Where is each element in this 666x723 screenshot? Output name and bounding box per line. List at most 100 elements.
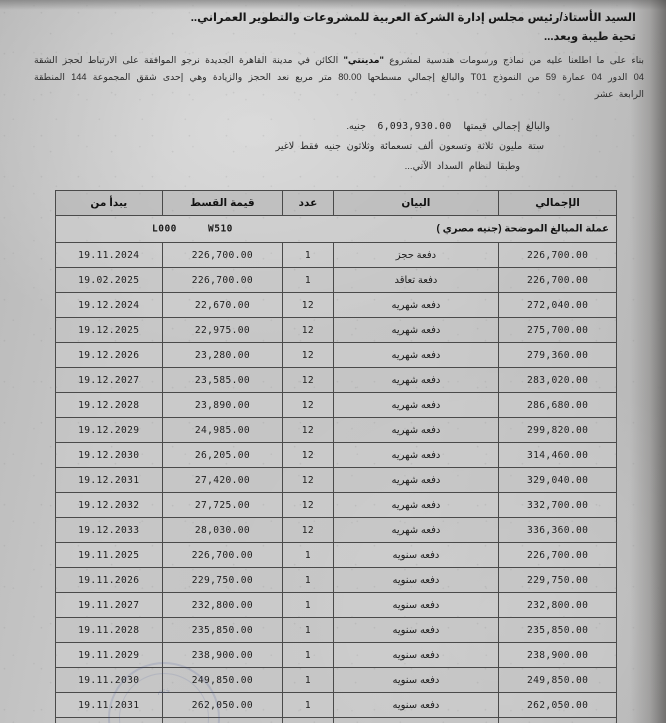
cell-count: 1 xyxy=(282,642,334,669)
cell-start-date: 19.12.2033 xyxy=(55,517,163,544)
cell-installment: 226,700.00 xyxy=(161,542,284,569)
cell-total: 226,700.00 xyxy=(498,267,617,294)
cell-total: 279,360.00 xyxy=(498,342,617,369)
amount-in-words: ستة مليون ثلاثة وتسعون ألف تسعمائة وثلاث… xyxy=(275,141,544,153)
cell-count: 12 xyxy=(282,442,334,469)
table-row: 19.12.2030 26,205.00 12 دفعه شهريه 314,460.0… xyxy=(55,442,617,469)
cell-count: 12 xyxy=(282,367,334,394)
payment-schedule-table: عملة المبالغ الموضحة (جنيه مصري ) W510 L… xyxy=(55,190,617,723)
letter-body-paragraph: بناء على ما اطلعنا عليه من نماذج ورسومات… xyxy=(0,43,666,104)
cell-description: دفعه سنويه xyxy=(332,567,500,594)
body-text-2b: الدور xyxy=(608,72,628,82)
cell-total: 336,360.00 xyxy=(498,517,617,544)
cell-start-date: 19.11.2026 xyxy=(55,567,163,594)
group-number: 144 xyxy=(71,72,87,82)
cell-description: دفعه سنويه xyxy=(332,542,500,569)
cell-total: 299,820.00 xyxy=(498,417,617,444)
table-row: 19.11.2025 226,700.00 1 دفعه سنويه 226,700.0… xyxy=(55,542,617,569)
column-header-count: عدد xyxy=(282,190,334,217)
table-row: 19.11.2028 235,850.00 1 دفعه سنويه 235,850.0… xyxy=(55,617,617,644)
table-row: 19.12.2033 28,030.00 12 دفعه شهريه 336,360.0… xyxy=(55,517,617,544)
cell-start-date: 19.12.2031 xyxy=(55,467,163,494)
cell-total: 238,900.00 xyxy=(498,642,617,669)
table-row: 19.12.2031 27,420.00 12 دفعه شهريه 329,040.0… xyxy=(55,467,617,494)
cell-total: 286,680.00 xyxy=(498,392,617,419)
table-row: 19.11.2027 232,800.00 1 دفعه سنويه 232,800.0… xyxy=(55,592,617,619)
table-row: 19.11.2030 249,850.00 1 دفعه سنويه 249,850.0… xyxy=(55,667,617,694)
building-number: 59 xyxy=(545,72,557,82)
table-row: 19.11.2031 262,050.00 1 دفعه سنويه 262,050.0… xyxy=(55,692,617,719)
floor-number: 04 xyxy=(591,72,602,82)
cell-description: دفعه سنويه xyxy=(332,717,500,723)
cell-total: 235,850.00 xyxy=(498,617,617,644)
table-row: 19.11.2026 229,750.00 1 دفعه سنويه 229,750.0… xyxy=(55,567,617,594)
body-text-2a: نرجو الموافقة على الارتباط لحجز الشقة xyxy=(34,54,200,65)
body-text-2d: من النموذج xyxy=(492,72,540,82)
cell-start-date: 19.12.2028 xyxy=(55,392,163,419)
cell-total: 262,050.00 xyxy=(498,692,617,719)
cell-description: دفعه شهريه xyxy=(332,467,500,494)
cell-installment: 27,420.00 xyxy=(161,467,284,494)
cell-count: 12 xyxy=(282,467,334,494)
table-row: 19.11.2024 226,700.00 1 دفعة حجز 226,700.00 xyxy=(55,242,617,269)
cell-start-date: 19.12.2029 xyxy=(55,417,163,444)
cell-installment: 22,670.00 xyxy=(161,292,284,319)
cell-count: 12 xyxy=(282,292,334,319)
cell-count: 12 xyxy=(282,317,334,344)
table-row: 19.12.2028 23,890.00 12 دفعه شهريه 286,680.0… xyxy=(55,392,617,419)
total-amount-value: 6,093,930.00 xyxy=(377,121,452,133)
cell-total: 232,800.00 xyxy=(498,592,617,619)
table-row: 19.12.2024 22,670.00 12 دفعه شهريه 272,040.0… xyxy=(55,292,617,319)
cell-installment: 23,280.00 xyxy=(161,342,284,369)
cell-start-date: 19.12.2026 xyxy=(55,342,163,369)
body-text-2c: عمارة xyxy=(562,72,586,82)
total-currency: جنيه. xyxy=(346,121,366,133)
cell-installment: 23,585.00 xyxy=(161,367,284,394)
cell-count: 12 xyxy=(282,417,334,444)
cell-installment: 226,700.00 xyxy=(161,267,284,294)
body-text-2e: والبالغ إجمالي مسطحها xyxy=(367,72,465,82)
cell-count: 1 xyxy=(282,667,334,694)
area-value: 80.00 xyxy=(338,72,362,82)
cell-total: 229,750.00 xyxy=(498,567,617,594)
cell-count: 1 xyxy=(282,617,334,644)
cell-description: دفعه شهريه xyxy=(332,392,500,419)
cell-start-date: 19.11.2027 xyxy=(55,592,163,619)
cell-count: 12 xyxy=(282,517,334,544)
cell-installment: 274,200.00 xyxy=(161,717,284,723)
project-name: "مدينتي" xyxy=(343,54,384,65)
cell-start-date: 19.11.2024 xyxy=(55,242,163,269)
addressee-line: السيد الأستاذ/رئيس مجلس إدارة الشركة الع… xyxy=(190,12,636,24)
payment-schedule-table-wrapper: عملة المبالغ الموضحة (جنيه مصري ) W510 L… xyxy=(55,190,617,723)
table-row: 19.12.2025 22,975.00 12 دفعه شهريه 275,700.0… xyxy=(55,317,617,344)
cell-description: دفعه شهريه xyxy=(332,367,500,394)
cell-count: 1 xyxy=(282,592,334,619)
cell-start-date: 19.12.2030 xyxy=(55,442,163,469)
table-row: 19.12.2032 27,725.00 12 دفعه شهريه 332,700.0… xyxy=(55,492,617,519)
cell-start-date: 19.11.2032 xyxy=(55,717,163,723)
cell-count: 12 xyxy=(282,342,334,369)
cell-start-date: 19.12.2032 xyxy=(55,492,163,519)
body-text-3a: متر مربع نعد الحجز والزيادة وهي إحدى شقق… xyxy=(92,72,333,82)
apartment-number: 04 xyxy=(633,72,644,82)
cell-start-date: 19.11.2031 xyxy=(55,692,163,719)
cell-total: 274,200.00 xyxy=(498,717,617,723)
cell-description: دفعه سنويه xyxy=(332,617,500,644)
column-header-start-date: يبدأ من xyxy=(55,190,163,217)
cell-start-date: 19.11.2028 xyxy=(55,617,163,644)
cell-description: دفعه شهريه xyxy=(332,292,500,319)
currency-bar-cell: عملة المبالغ الموضحة (جنيه مصري ) W510 L… xyxy=(55,215,617,244)
cell-count: 12 xyxy=(282,392,334,419)
currency-label: عملة المبالغ الموضحة (جنيه مصري ) xyxy=(436,223,609,235)
schedule-intro: وطبقا لنظام السداد الآتي... xyxy=(404,160,520,172)
code-l000: L000 xyxy=(152,223,177,235)
model-code: T01 xyxy=(470,72,487,82)
cell-installment: 26,205.00 xyxy=(161,442,284,469)
cell-total: 332,700.00 xyxy=(498,492,617,519)
cell-count: 1 xyxy=(282,567,334,594)
cell-start-date: 19.12.2024 xyxy=(55,292,163,319)
table-body: 19.11.2024 226,700.00 1 دفعة حجز 226,700.00 1… xyxy=(55,242,617,723)
cell-description: دفعه سنويه xyxy=(332,667,500,694)
cell-start-date: 19.11.2029 xyxy=(55,642,163,669)
